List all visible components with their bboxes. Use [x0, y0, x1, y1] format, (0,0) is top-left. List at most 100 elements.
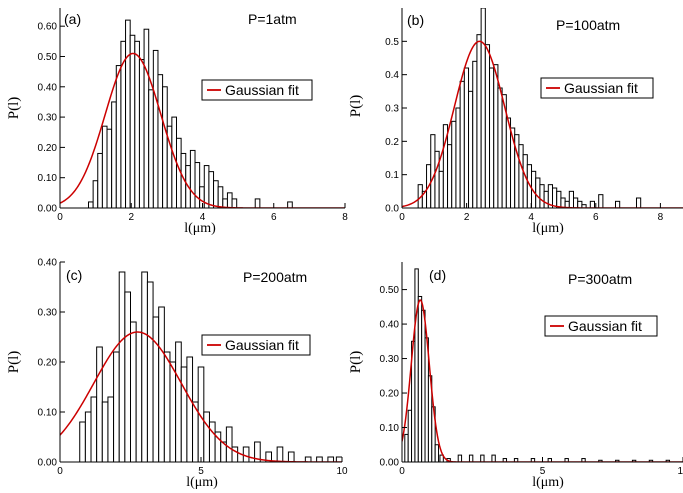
histogram-bar — [451, 120, 457, 208]
histogram-bar — [203, 411, 210, 462]
panel-label: (b) — [407, 12, 424, 28]
y-tick-label: 0.50 — [380, 285, 400, 296]
histogram-bar — [92, 180, 99, 208]
histogram-bar — [480, 454, 485, 462]
histogram-bar — [175, 341, 182, 462]
x-tick-label: 0 — [399, 212, 405, 223]
legend-label: Gaussian fit — [564, 80, 638, 96]
histogram-bar — [463, 67, 470, 208]
histogram-bar — [430, 134, 436, 208]
histogram-bar — [111, 101, 117, 208]
histogram-bar — [480, 8, 486, 208]
histogram-bar — [158, 306, 165, 462]
y-tick-label: 0.60 — [38, 22, 58, 33]
histogram-bar — [417, 295, 423, 462]
histogram-bar — [152, 49, 159, 208]
histogram-bar — [518, 144, 524, 208]
legend-label: Gaussian fit — [225, 337, 299, 353]
histogram-bar — [143, 28, 150, 208]
histogram-bar — [327, 456, 335, 462]
histogram-bar — [113, 351, 120, 462]
y-axis-label: P(l) — [348, 351, 364, 374]
legend-box — [201, 334, 311, 356]
histogram-bar — [568, 190, 575, 208]
histogram-bar — [635, 197, 642, 208]
legend-label: Gaussian fit — [225, 82, 299, 98]
gaussian-fit-curve — [402, 299, 683, 462]
histogram-bars — [79, 271, 342, 462]
histogram-bar — [407, 409, 413, 462]
histogram-bar — [468, 454, 474, 462]
histogram-bar — [225, 426, 233, 462]
histogram-bar — [421, 309, 426, 462]
x-tick-label: 8 — [342, 212, 348, 223]
histogram-bar — [287, 451, 295, 462]
x-axis-label: l(μm) — [184, 221, 216, 236]
gaussian-fit-curve — [402, 40, 683, 208]
y-tick-label: 0.00 — [38, 204, 58, 215]
pressure-annotation: P=1atm — [248, 11, 297, 27]
histogram-bar — [115, 65, 122, 208]
legend: Gaussian fit — [201, 334, 311, 356]
x-tick-label: 2 — [464, 212, 470, 223]
histogram-bar — [157, 74, 164, 208]
histogram-bar — [438, 170, 444, 208]
panel-2: 0 2 4 6 8 0.0 0.1 0.2 0.3 0.4 0.5 (b) P=100atm P(l) l(… — [348, 8, 683, 236]
histogram-bar — [439, 454, 444, 462]
histogram-bar — [134, 40, 140, 208]
histogram-bar — [522, 154, 528, 208]
histogram-bar — [577, 200, 583, 208]
x-tick-label: 0 — [399, 466, 405, 477]
histogram-bar — [304, 456, 312, 462]
histogram-bar — [84, 411, 92, 462]
histogram-bar — [254, 441, 261, 462]
legend-box — [201, 79, 313, 101]
x-tick-label: 5 — [198, 466, 204, 477]
histogram-bar — [491, 454, 496, 462]
legend: Gaussian fit — [544, 315, 658, 337]
histogram-bar — [180, 366, 188, 462]
histogram-bar — [457, 454, 463, 462]
histogram-bar — [414, 268, 419, 462]
histogram-bar — [208, 421, 216, 462]
x-tick-label: 8 — [658, 212, 664, 223]
histogram-bar — [598, 194, 604, 208]
legend-box — [544, 315, 658, 337]
panel-4: 0 5 10 0.00 0.10 0.20 0.30 0.40 0.50 (d) P=300atm P… — [348, 262, 683, 490]
histogram-bar — [138, 59, 145, 208]
y-axis-label: P(l) — [6, 97, 22, 120]
x-axis-label: l(μm) — [532, 475, 564, 490]
histogram-bar — [88, 201, 94, 208]
y-tick-label: 0.10 — [38, 173, 58, 184]
panel-label: (c) — [66, 267, 82, 283]
y-tick-label: 0.40 — [38, 82, 58, 93]
histogram-bar — [208, 171, 215, 208]
gaussian-fit-group — [402, 40, 683, 208]
y-tick-label: 0.5 — [385, 37, 399, 48]
histogram-bar — [106, 128, 113, 208]
histogram-bar — [564, 458, 569, 462]
histogram-bar — [226, 192, 233, 208]
y-axis-label: P(l) — [348, 95, 364, 118]
gaussian-fit-group — [60, 52, 345, 208]
histogram-bar — [459, 80, 465, 208]
histogram-bar — [513, 458, 519, 462]
histogram-bar — [231, 446, 239, 462]
histogram-bar — [472, 60, 478, 208]
gaussian-fit-curve — [60, 52, 345, 208]
histogram-bar — [434, 444, 440, 462]
histogram-bar — [130, 321, 137, 462]
histogram-bar — [124, 291, 132, 462]
gaussian-fit-group — [402, 299, 683, 462]
legend-box — [540, 77, 654, 99]
histogram-bar — [530, 458, 536, 462]
histogram-bar — [169, 361, 177, 462]
y-tick-label: 0.40 — [380, 320, 400, 331]
histogram-bar — [90, 396, 98, 462]
histogram-bar — [447, 144, 453, 208]
histogram-bars — [88, 19, 293, 208]
y-tick-label: 0.00 — [38, 458, 58, 469]
histogram-bar — [186, 356, 194, 462]
y-tick-label: 0.00 — [380, 458, 400, 469]
